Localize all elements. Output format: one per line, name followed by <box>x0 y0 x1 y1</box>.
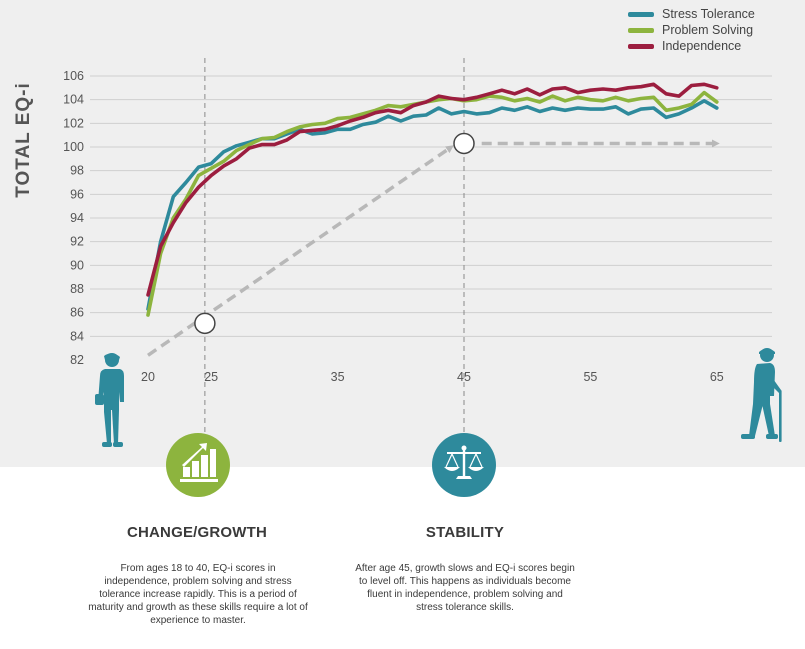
chart-panel <box>0 0 805 467</box>
x-tick-label: 45 <box>457 370 471 384</box>
scales-icon <box>444 445 484 479</box>
trend-arrows <box>147 139 720 357</box>
legend-label: Problem Solving <box>662 23 754 37</box>
growth-icon-circle <box>166 433 230 497</box>
section-body-change-growth: From ages 18 to 40, EQ-i scores in indep… <box>88 563 308 626</box>
y-tick-label: 92 <box>70 235 84 249</box>
growth-chart-icon <box>180 443 218 482</box>
section-title-change-growth: CHANGE/GROWTH <box>126 524 268 541</box>
y-tick-label: 90 <box>70 258 84 272</box>
y-tick-label: 104 <box>63 93 84 107</box>
y-tick-label: 100 <box>63 140 84 154</box>
series-lines <box>146 82 719 317</box>
y-tick-label: 84 <box>70 329 84 343</box>
x-tick-label: 55 <box>583 370 597 384</box>
scales-icon-circle <box>432 433 496 497</box>
x-tick-label: 20 <box>141 370 155 384</box>
series-line-independence <box>146 82 719 297</box>
y-tick-label: 106 <box>63 69 84 83</box>
x-tick-label: 25 <box>204 370 218 384</box>
legend-label: Independence <box>662 39 742 53</box>
circle-marker <box>194 312 216 335</box>
y-tick-label: 82 <box>70 353 84 367</box>
circle-marker <box>453 132 475 155</box>
series-line-problem-solving <box>146 90 719 317</box>
legend-item-problem-solving: Problem Solving <box>628 22 755 38</box>
y-tick-label: 96 <box>70 187 84 201</box>
markers <box>194 132 475 335</box>
y-axis-title: TOTAL EQ-i <box>13 82 34 198</box>
line-chart: 82 84 86 88 90 92 94 96 98 100 102 104 106 20 25 35 45 55… <box>63 58 772 440</box>
x-tick-label: 65 <box>710 370 724 384</box>
y-tick-label: 102 <box>63 116 84 130</box>
y-tick-label: 88 <box>70 282 84 296</box>
legend-swatch-independence <box>628 43 654 49</box>
y-tick-label: 98 <box>70 164 84 178</box>
x-tick-label: 35 <box>331 370 345 384</box>
young-person-icon <box>95 353 124 447</box>
legend-item-stress-tolerance: Stress Tolerance <box>628 6 755 22</box>
guide-lines <box>204 58 465 440</box>
legend: Stress Tolerance Problem Solving Indepen… <box>628 6 755 54</box>
section-body-stability: After age 45, growth slows and EQ-i scor… <box>355 563 575 613</box>
tick-labels: 82 84 86 88 90 92 94 96 98 100 102 104 106 20 25 35 45 55… <box>63 69 724 384</box>
legend-swatch-stress-tolerance <box>628 11 654 17</box>
legend-swatch-problem-solving <box>628 27 654 33</box>
y-tick-label: 94 <box>70 211 84 225</box>
y-tick-label: 86 <box>70 306 84 320</box>
legend-label: Stress Tolerance <box>662 7 755 21</box>
dashed-trend-arrow <box>147 145 454 357</box>
legend-item-independence: Independence <box>628 38 755 54</box>
section-title-stability: STABILITY <box>425 524 505 541</box>
elderly-person-with-cane-icon <box>741 348 782 442</box>
series-line-stress-tolerance <box>146 99 719 311</box>
